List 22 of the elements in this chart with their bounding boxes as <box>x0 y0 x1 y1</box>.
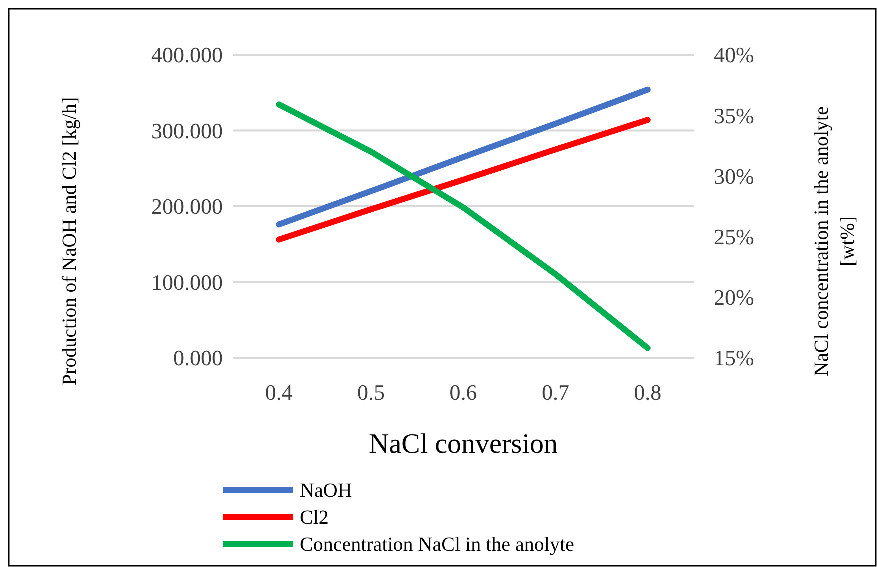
x-tick-label: 0.5 <box>358 380 386 405</box>
x-tick-label: 0.6 <box>450 380 478 405</box>
y-tick-label: 200.000 <box>152 194 223 220</box>
y2-tick-label: 25% <box>714 224 754 250</box>
y-tick-label: 300.000 <box>152 118 223 144</box>
y-tick-label: 400.000 <box>152 42 223 68</box>
y2-tick-label: 40% <box>714 42 754 68</box>
y2-tick-label: 35% <box>714 103 754 128</box>
legend-label: Concentration NaCl in the anolyte <box>300 534 574 556</box>
y-tick-label: 0.000 <box>174 346 223 371</box>
y-tick-label: 100.000 <box>152 270 223 295</box>
x-tick-label: 0.8 <box>634 380 662 405</box>
y-axis-title: Production of NaOH and Cl2 [kg/h] <box>59 97 81 386</box>
x-axis-title: NaCl conversion <box>369 429 558 460</box>
legend-label: NaOH <box>300 480 352 502</box>
x-tick-label: 0.7 <box>542 380 570 405</box>
legend-label: Cl2 <box>300 507 329 529</box>
x-tick-label: 0.4 <box>265 380 293 405</box>
y2-tick-label: 20% <box>714 285 754 310</box>
y2-tick-label: 30% <box>714 164 754 189</box>
y2-tick-label: 15% <box>714 346 754 371</box>
y2-axis-title: NaCl concentration in the anolyte [wt%] <box>811 106 859 376</box>
